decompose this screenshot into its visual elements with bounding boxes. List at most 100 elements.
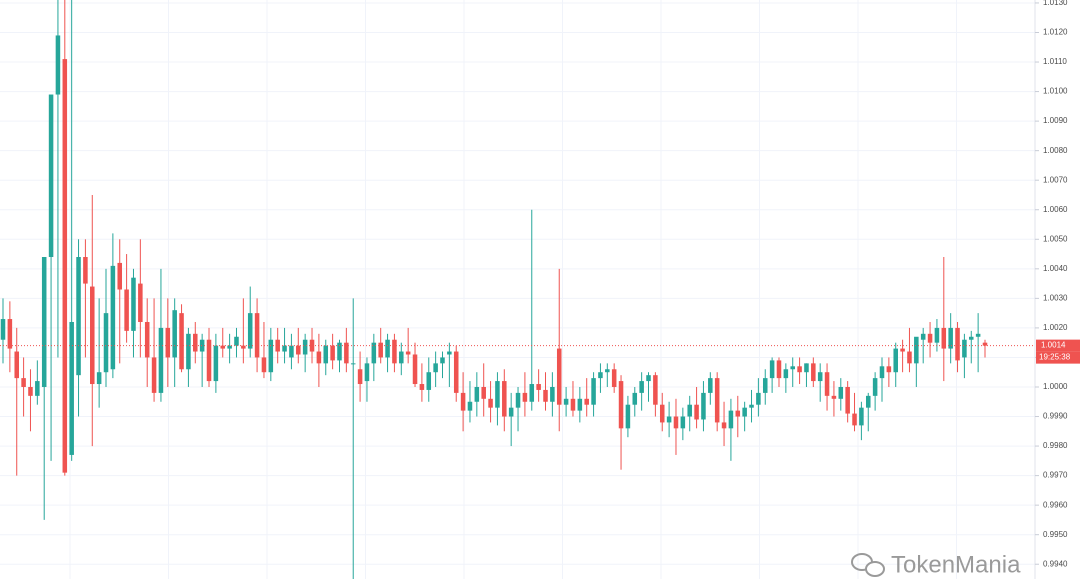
candle-body (900, 348, 905, 352)
candle-body (502, 381, 507, 417)
candle-body (708, 378, 713, 393)
candle-body (639, 381, 644, 393)
candle-body (124, 289, 129, 331)
candle-body (570, 398, 576, 411)
candle-body (234, 336, 239, 346)
candle-body (522, 392, 528, 402)
candle-body (433, 363, 438, 373)
candle-body (941, 327, 947, 349)
candle-body (151, 357, 157, 393)
y-tick-label: 0.9960 (1043, 500, 1068, 509)
candle-body (790, 366, 795, 370)
candle-body (275, 339, 280, 352)
watermark: TokenMania (891, 551, 1021, 578)
candle-body (543, 389, 548, 402)
candle-body (138, 283, 143, 322)
candle-body (83, 257, 88, 284)
candle-body (165, 327, 171, 358)
candle-body (598, 372, 603, 379)
candle-body (0, 319, 6, 340)
candle-body (103, 313, 109, 373)
candle-body (762, 378, 768, 393)
candle-body (69, 321, 74, 455)
candle-body (385, 339, 390, 358)
candle-body (48, 94, 54, 258)
candle-body (831, 395, 837, 399)
candle-body (323, 345, 329, 364)
y-tick-label: 0.9940 (1043, 559, 1068, 568)
candle-body (7, 319, 13, 349)
candle-body (76, 257, 81, 376)
candle-body (405, 351, 411, 355)
candle-body (769, 360, 775, 379)
candle-body (811, 363, 816, 382)
y-tick-label: 1.0130 (1043, 0, 1068, 7)
current-price-label: 1.0014 (1041, 341, 1066, 350)
candle-body (495, 381, 500, 408)
candle-body (460, 392, 466, 411)
candle-body (605, 369, 610, 373)
candle-body (632, 392, 638, 405)
candle-body (371, 342, 377, 364)
candle-body (357, 369, 363, 385)
candle-body (653, 375, 658, 405)
candle-body (62, 59, 68, 473)
candle-body (158, 327, 164, 393)
candle-body (927, 333, 933, 343)
candle-body (186, 333, 191, 370)
candle-body (131, 277, 136, 331)
candle-body (975, 333, 981, 337)
candle-body (96, 372, 102, 385)
candle-body (474, 386, 480, 402)
candle-body (872, 378, 878, 396)
candle-body (666, 416, 672, 423)
candle-body (110, 265, 116, 370)
candle-body (261, 357, 267, 373)
candle-body (399, 351, 404, 364)
candle-body (694, 404, 699, 420)
candle-body (742, 407, 747, 417)
candle-body (453, 351, 459, 393)
candle-body (563, 398, 569, 405)
candle-body (701, 392, 706, 420)
candle-body (350, 363, 356, 365)
candle-body (955, 327, 960, 361)
y-tick-label: 1.0090 (1043, 116, 1068, 125)
current-time-label: 19:25:38 (1039, 353, 1071, 362)
candle-body (289, 345, 294, 358)
candle-body (529, 384, 535, 402)
y-tick-label: 0.9950 (1043, 530, 1068, 539)
candle-body (282, 345, 287, 352)
candle-body (783, 369, 789, 379)
candle-body (344, 342, 349, 364)
candle-body (117, 262, 123, 290)
candle-body (934, 327, 940, 343)
candle-body (749, 404, 754, 408)
candle-body (227, 345, 232, 349)
candle-body (508, 407, 514, 417)
candle-body (144, 321, 150, 358)
candle-body (804, 363, 809, 373)
candle-body (962, 339, 967, 358)
y-tick-label: 0.9970 (1043, 471, 1068, 480)
y-tick-label: 1.0000 (1043, 382, 1068, 391)
y-tick-label: 1.0110 (1043, 57, 1067, 66)
candle-body (467, 401, 473, 411)
candle-body (302, 339, 308, 355)
candle-body (714, 378, 720, 423)
y-tick-label: 0.9990 (1043, 412, 1068, 421)
candle-body (893, 348, 898, 373)
candle-body (852, 413, 857, 426)
candle-body (41, 257, 47, 387)
price-tag (1036, 339, 1080, 352)
candle-body (247, 313, 253, 349)
candle-body (213, 345, 219, 382)
candle-body (646, 375, 651, 382)
candle-body (577, 398, 583, 411)
candle-body (914, 336, 919, 364)
candle-body (254, 313, 260, 358)
time-tag (1036, 351, 1080, 364)
candle-body (14, 351, 20, 379)
candle-body (907, 351, 912, 364)
